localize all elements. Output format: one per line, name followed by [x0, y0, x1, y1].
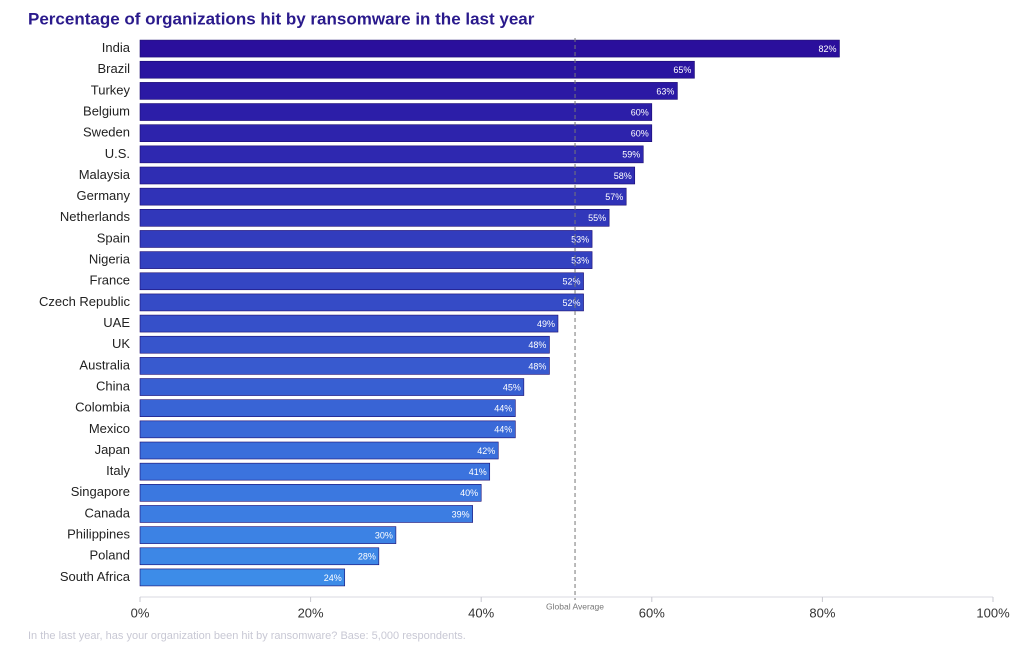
value-label: 59%: [622, 150, 640, 160]
bar: [139, 378, 525, 396]
y-tick-label: Malaysia: [79, 167, 131, 182]
value-label: 60%: [631, 107, 649, 117]
value-label: 58%: [614, 171, 632, 181]
footnote: In the last year, has your organization …: [28, 630, 466, 642]
bar: [139, 568, 346, 587]
value-label: 52%: [563, 277, 581, 287]
x-tick-label: 80%: [809, 605, 835, 620]
bar: [139, 484, 482, 502]
x-tick-label: 40%: [468, 605, 494, 620]
y-tick-label: Turkey: [91, 82, 131, 97]
value-label: 65%: [673, 65, 691, 75]
bar: [139, 187, 627, 206]
y-tick-label: Germany: [77, 188, 131, 203]
y-tick-label: Netherlands: [60, 209, 131, 224]
bar: [139, 505, 473, 523]
bar: [139, 335, 550, 354]
chart-title: Percentage of organizations hit by ranso…: [28, 9, 535, 28]
bar: [139, 357, 550, 375]
bar: [139, 547, 380, 566]
bar: [139, 293, 584, 312]
value-label: 39%: [452, 509, 470, 519]
reference-label: Global Average: [546, 601, 604, 611]
value-label: 49%: [537, 319, 555, 329]
y-tick-label: Canada: [84, 505, 130, 520]
value-label: 55%: [588, 213, 606, 223]
value-label: 60%: [631, 129, 649, 139]
value-label: 44%: [494, 425, 512, 435]
value-label: 41%: [469, 467, 487, 477]
y-tick-label: Mexico: [89, 421, 130, 436]
value-label: 30%: [375, 530, 393, 540]
bar: [139, 145, 644, 164]
y-tick-label: Spain: [97, 230, 130, 245]
y-tick-label: Poland: [90, 548, 130, 563]
value-label: 48%: [528, 361, 546, 371]
value-label: 63%: [656, 86, 674, 96]
y-tick-label: Italy: [106, 463, 130, 478]
bar: [139, 60, 695, 79]
y-tick-label: Czech Republic: [39, 294, 131, 309]
y-tick-label: France: [90, 273, 130, 288]
y-tick-label: India: [102, 40, 131, 55]
value-label: 44%: [494, 404, 512, 414]
y-tick-label: Brazil: [97, 61, 130, 76]
value-label: 82%: [818, 44, 836, 54]
bar: [139, 230, 593, 248]
y-tick-label: Australia: [79, 357, 130, 372]
y-tick-label: Japan: [95, 442, 130, 457]
bar: [139, 441, 499, 460]
value-label: 40%: [460, 488, 478, 498]
bar: [139, 399, 516, 417]
value-label: 24%: [324, 573, 342, 583]
bar: [139, 420, 516, 439]
bar: [139, 314, 559, 333]
y-tick-label: Singapore: [71, 484, 130, 499]
value-label: 28%: [358, 552, 376, 562]
bar: [139, 526, 397, 544]
y-tick-label: China: [96, 378, 131, 393]
y-tick-label: UAE: [103, 315, 130, 330]
x-tick-label: 20%: [298, 605, 324, 620]
bar: [139, 272, 584, 291]
value-label: 45%: [503, 382, 521, 392]
x-tick-label: 0%: [131, 605, 150, 620]
bar: [139, 251, 593, 269]
y-tick-label: Philippines: [67, 527, 130, 542]
bar: [139, 124, 653, 142]
x-tick-label: 60%: [639, 605, 665, 620]
value-label: 53%: [571, 255, 589, 265]
x-tick-label: 100%: [976, 605, 1010, 620]
value-label: 57%: [605, 192, 623, 202]
value-label: 52%: [563, 298, 581, 308]
bar: [139, 166, 636, 185]
y-tick-label: UK: [112, 336, 130, 351]
value-label: 42%: [477, 446, 495, 456]
y-tick-label: Sweden: [83, 125, 130, 140]
y-tick-label: Belgium: [83, 103, 130, 118]
bar: [139, 462, 491, 481]
bar: [139, 82, 678, 100]
value-label: 48%: [528, 340, 546, 350]
y-tick-label: Colombia: [75, 400, 131, 415]
y-tick-label: Nigeria: [89, 252, 131, 267]
y-tick-label: South Africa: [60, 569, 131, 584]
bar: [139, 209, 610, 227]
bar: [139, 103, 653, 121]
value-label: 53%: [571, 234, 589, 244]
y-tick-label: U.S.: [105, 146, 130, 161]
bar: [139, 39, 840, 58]
